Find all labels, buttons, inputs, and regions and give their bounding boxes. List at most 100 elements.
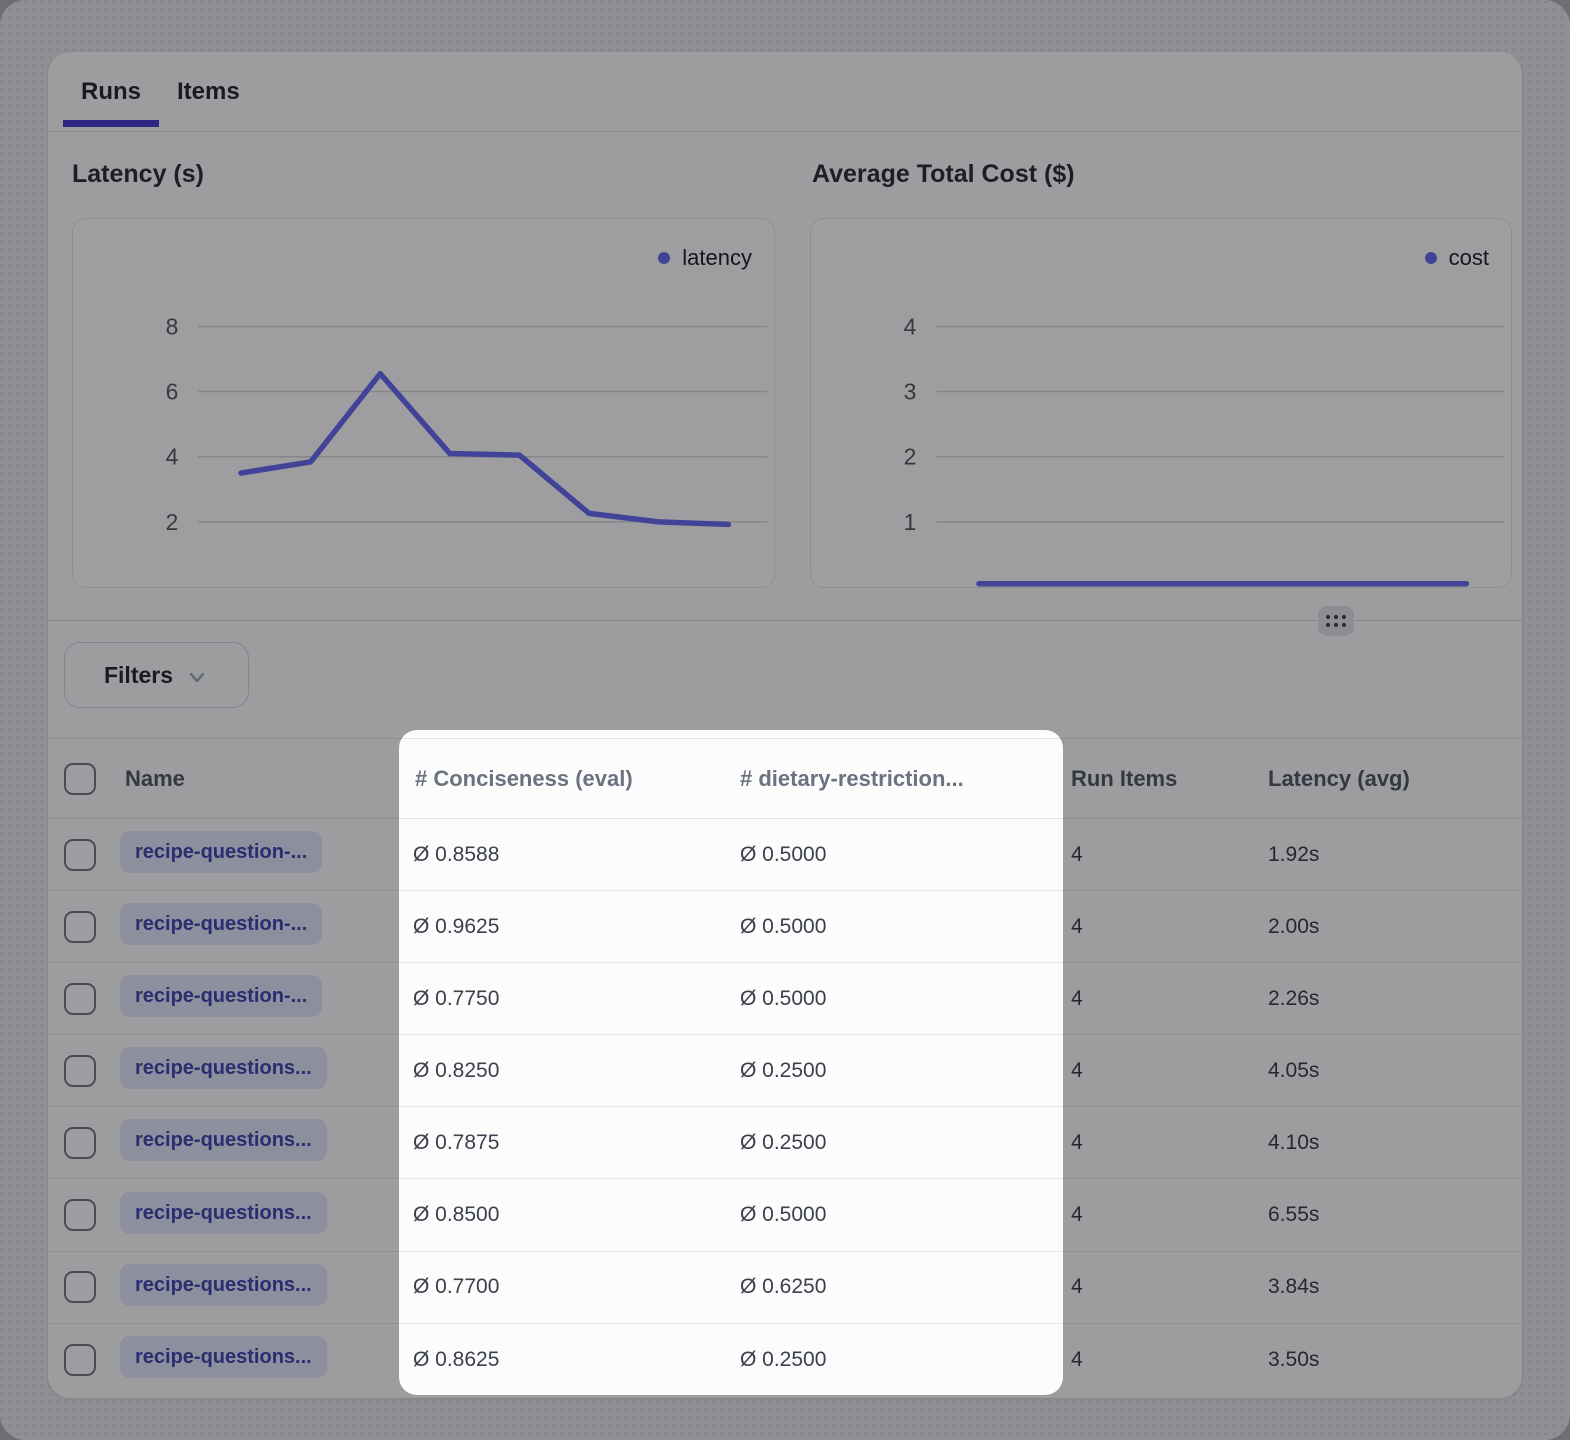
table-row[interactable]: recipe-questions... Ø 0.8500 Ø 0.5000 4 … — [48, 1179, 1522, 1252]
svg-text:4: 4 — [166, 444, 179, 470]
conciseness-value: Ø 0.7700 — [413, 1275, 500, 1299]
latency-legend: latency — [658, 245, 752, 271]
latency-chart-panel: 8 6 4 2 latency — [72, 218, 775, 588]
latency-legend-label: latency — [682, 245, 752, 270]
row-select-cell — [64, 1343, 120, 1376]
tab-runs-label: Runs — [81, 77, 141, 105]
tab-items[interactable]: Items — [159, 52, 258, 131]
row-select-cell — [64, 982, 120, 1015]
cost-chart-panel: 4 3 2 1 cost — [810, 218, 1512, 588]
row-select-cell — [64, 910, 120, 943]
row-checkbox[interactable] — [64, 910, 96, 943]
conciseness-value: Ø 0.7750 — [413, 986, 500, 1010]
select-all-checkbox[interactable] — [64, 762, 96, 795]
svg-text:8: 8 — [166, 313, 179, 339]
dietary-restriction-value: Ø 0.2500 — [740, 1130, 827, 1154]
row-name-cell: recipe-questions... — [120, 1047, 400, 1094]
row-select-cell — [64, 1126, 120, 1159]
run-items-value: 4 — [1071, 842, 1083, 866]
run-items-value: 4 — [1071, 1203, 1083, 1227]
table-row[interactable]: recipe-questions... Ø 0.8250 Ø 0.2500 4 … — [48, 1035, 1522, 1108]
row-name-cell: recipe-questions... — [120, 1336, 400, 1383]
latency-avg-value: 3.50s — [1268, 1347, 1320, 1371]
run-name-badge[interactable]: recipe-question-... — [120, 831, 323, 874]
row-select-cell — [64, 1054, 120, 1087]
latency-line-chart: 8 6 4 2 — [166, 313, 768, 535]
latency-avg-value: 4.05s — [1268, 1058, 1320, 1082]
run-items-value: 4 — [1071, 1347, 1083, 1371]
dietary-restriction-value: Ø 0.5000 — [740, 986, 827, 1010]
table-row[interactable]: recipe-question-... Ø 0.9625 Ø 0.5000 4 … — [48, 891, 1522, 964]
svg-text:2: 2 — [166, 509, 179, 535]
dietary-restriction-value: Ø 0.2500 — [740, 1347, 827, 1371]
column-header-run-items[interactable]: Run Items — [1071, 765, 1178, 791]
run-name-badge[interactable]: recipe-questions... — [120, 1191, 327, 1234]
latency-avg-value: 2.26s — [1268, 986, 1320, 1010]
runs-table-body: recipe-question-... Ø 0.8588 Ø 0.5000 4 … — [48, 819, 1522, 1396]
run-items-value: 4 — [1071, 1130, 1083, 1154]
cost-legend: cost — [1424, 245, 1489, 271]
cost-legend-label: cost — [1448, 245, 1489, 270]
column-header-name[interactable]: Name — [125, 765, 185, 791]
table-row[interactable]: recipe-question-... Ø 0.8588 Ø 0.5000 4 … — [48, 819, 1522, 892]
drag-handle[interactable] — [1318, 606, 1354, 636]
row-checkbox[interactable] — [64, 1343, 96, 1376]
row-checkbox[interactable] — [64, 1054, 96, 1087]
column-header-latency-avg[interactable]: Latency (avg) — [1268, 765, 1410, 791]
run-name-badge[interactable]: recipe-question-... — [120, 975, 323, 1018]
latency-avg-value: 3.84s — [1268, 1275, 1320, 1299]
row-checkbox[interactable] — [64, 838, 96, 871]
column-header-dietary-restriction[interactable]: # dietary-restriction... — [740, 765, 964, 791]
svg-text:1: 1 — [904, 509, 917, 535]
run-name-badge[interactable]: recipe-questions... — [120, 1119, 327, 1162]
run-name-badge[interactable]: recipe-questions... — [120, 1336, 327, 1379]
cost-chart-title: Average Total Cost ($) — [812, 160, 1075, 188]
dietary-restriction-value: Ø 0.5000 — [740, 914, 827, 938]
row-checkbox[interactable] — [64, 1199, 96, 1232]
latency-legend-dot-icon — [658, 252, 671, 264]
row-checkbox[interactable] — [64, 1126, 96, 1159]
dietary-restriction-value: Ø 0.5000 — [740, 1203, 827, 1227]
select-all-cell — [64, 762, 120, 795]
row-name-cell: recipe-questions... — [120, 1263, 400, 1311]
run-items-value: 4 — [1071, 914, 1083, 938]
run-items-value: 4 — [1071, 986, 1083, 1010]
latency-chart-title: Latency (s) — [72, 160, 204, 188]
conciseness-value: Ø 0.8625 — [413, 1347, 500, 1371]
tab-items-label: Items — [177, 77, 240, 105]
conciseness-value: Ø 0.8588 — [413, 842, 500, 866]
cost-legend-dot-icon — [1424, 252, 1437, 264]
row-checkbox[interactable] — [64, 982, 96, 1015]
row-name-cell: recipe-question-... — [120, 975, 400, 1022]
row-name-cell: recipe-questions... — [120, 1191, 400, 1239]
filters-button-label: Filters — [103, 661, 174, 688]
tab-runs[interactable]: Runs — [63, 52, 159, 131]
conciseness-value: Ø 0.8250 — [413, 1058, 500, 1082]
conciseness-value: Ø 0.7875 — [413, 1130, 500, 1154]
svg-text:3: 3 — [904, 379, 917, 405]
run-name-badge[interactable]: recipe-question-... — [120, 903, 323, 946]
column-header-conciseness[interactable]: # Conciseness (eval) — [415, 765, 633, 791]
latency-avg-value: 6.55s — [1268, 1203, 1320, 1227]
table-header-row: Name # Conciseness (eval) # dietary-rest… — [48, 739, 1522, 819]
table-row[interactable]: recipe-questions... Ø 0.7875 Ø 0.2500 4 … — [48, 1107, 1522, 1180]
row-name-cell: recipe-questions... — [120, 1119, 400, 1166]
dietary-restriction-value: Ø 0.6250 — [740, 1275, 827, 1299]
latency-avg-value: 1.92s — [1268, 842, 1320, 866]
row-name-cell: recipe-question-... — [120, 903, 400, 950]
row-checkbox[interactable] — [64, 1271, 96, 1304]
run-name-badge[interactable]: recipe-questions... — [120, 1047, 327, 1090]
table-row[interactable]: recipe-questions... Ø 0.8625 Ø 0.2500 4 … — [48, 1324, 1522, 1396]
run-name-badge[interactable]: recipe-questions... — [120, 1263, 327, 1306]
table-row[interactable]: recipe-question-... Ø 0.7750 Ø 0.5000 4 … — [48, 963, 1522, 1036]
latency-avg-value: 4.10s — [1268, 1130, 1320, 1154]
svg-text:2: 2 — [904, 444, 917, 470]
table-row[interactable]: recipe-questions... Ø 0.7700 Ø 0.6250 4 … — [48, 1252, 1522, 1324]
row-name-cell: recipe-question-... — [120, 831, 400, 878]
run-items-value: 4 — [1071, 1275, 1083, 1299]
filters-button[interactable]: Filters — [64, 642, 249, 708]
runs-table: Name # Conciseness (eval) # dietary-rest… — [48, 738, 1522, 1398]
drag-handle-dots-icon — [1325, 614, 1347, 628]
tab-bar: Runs Items — [48, 52, 1522, 132]
svg-text:4: 4 — [904, 313, 917, 339]
